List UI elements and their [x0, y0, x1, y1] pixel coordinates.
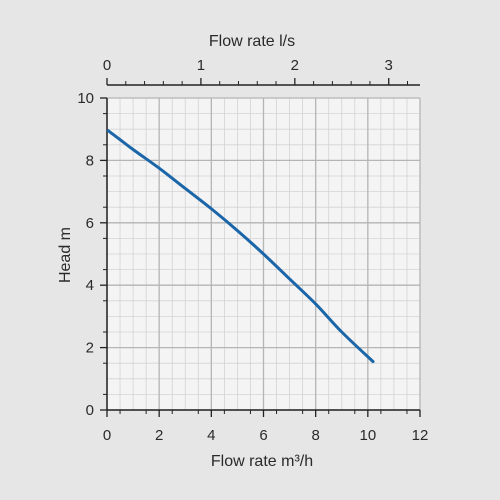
- y-tick-label: 6: [86, 215, 94, 232]
- y-tick-label: 4: [86, 277, 94, 294]
- x2-tick-label: 0: [103, 57, 111, 74]
- head-curve-line: [106, 129, 375, 364]
- x2-axis-title: Flow rate l/s: [209, 33, 295, 50]
- x-tick-label: 4: [207, 427, 215, 444]
- y-tick-label: 8: [86, 152, 94, 169]
- x-tick-label: 10: [359, 427, 376, 444]
- y-tick-label: 0: [86, 402, 94, 419]
- x2-tick-label: 2: [291, 57, 299, 74]
- y-axis-title: Head m: [57, 227, 74, 283]
- y-tick-label: 10: [77, 90, 94, 107]
- x-tick-label: 2: [155, 427, 163, 444]
- axes: [100, 78, 421, 417]
- x-tick-label: 6: [259, 427, 267, 444]
- y-tick-label: 2: [86, 340, 94, 357]
- series-layer: [106, 129, 375, 364]
- x-tick-label: 0: [103, 427, 111, 444]
- x-axis-title: Flow rate m³/h: [211, 453, 313, 470]
- x-tick-label: 8: [311, 427, 319, 444]
- x2-tick-label: 3: [385, 57, 393, 74]
- x2-tick-label: 1: [197, 57, 205, 74]
- x-tick-label: 12: [412, 427, 429, 444]
